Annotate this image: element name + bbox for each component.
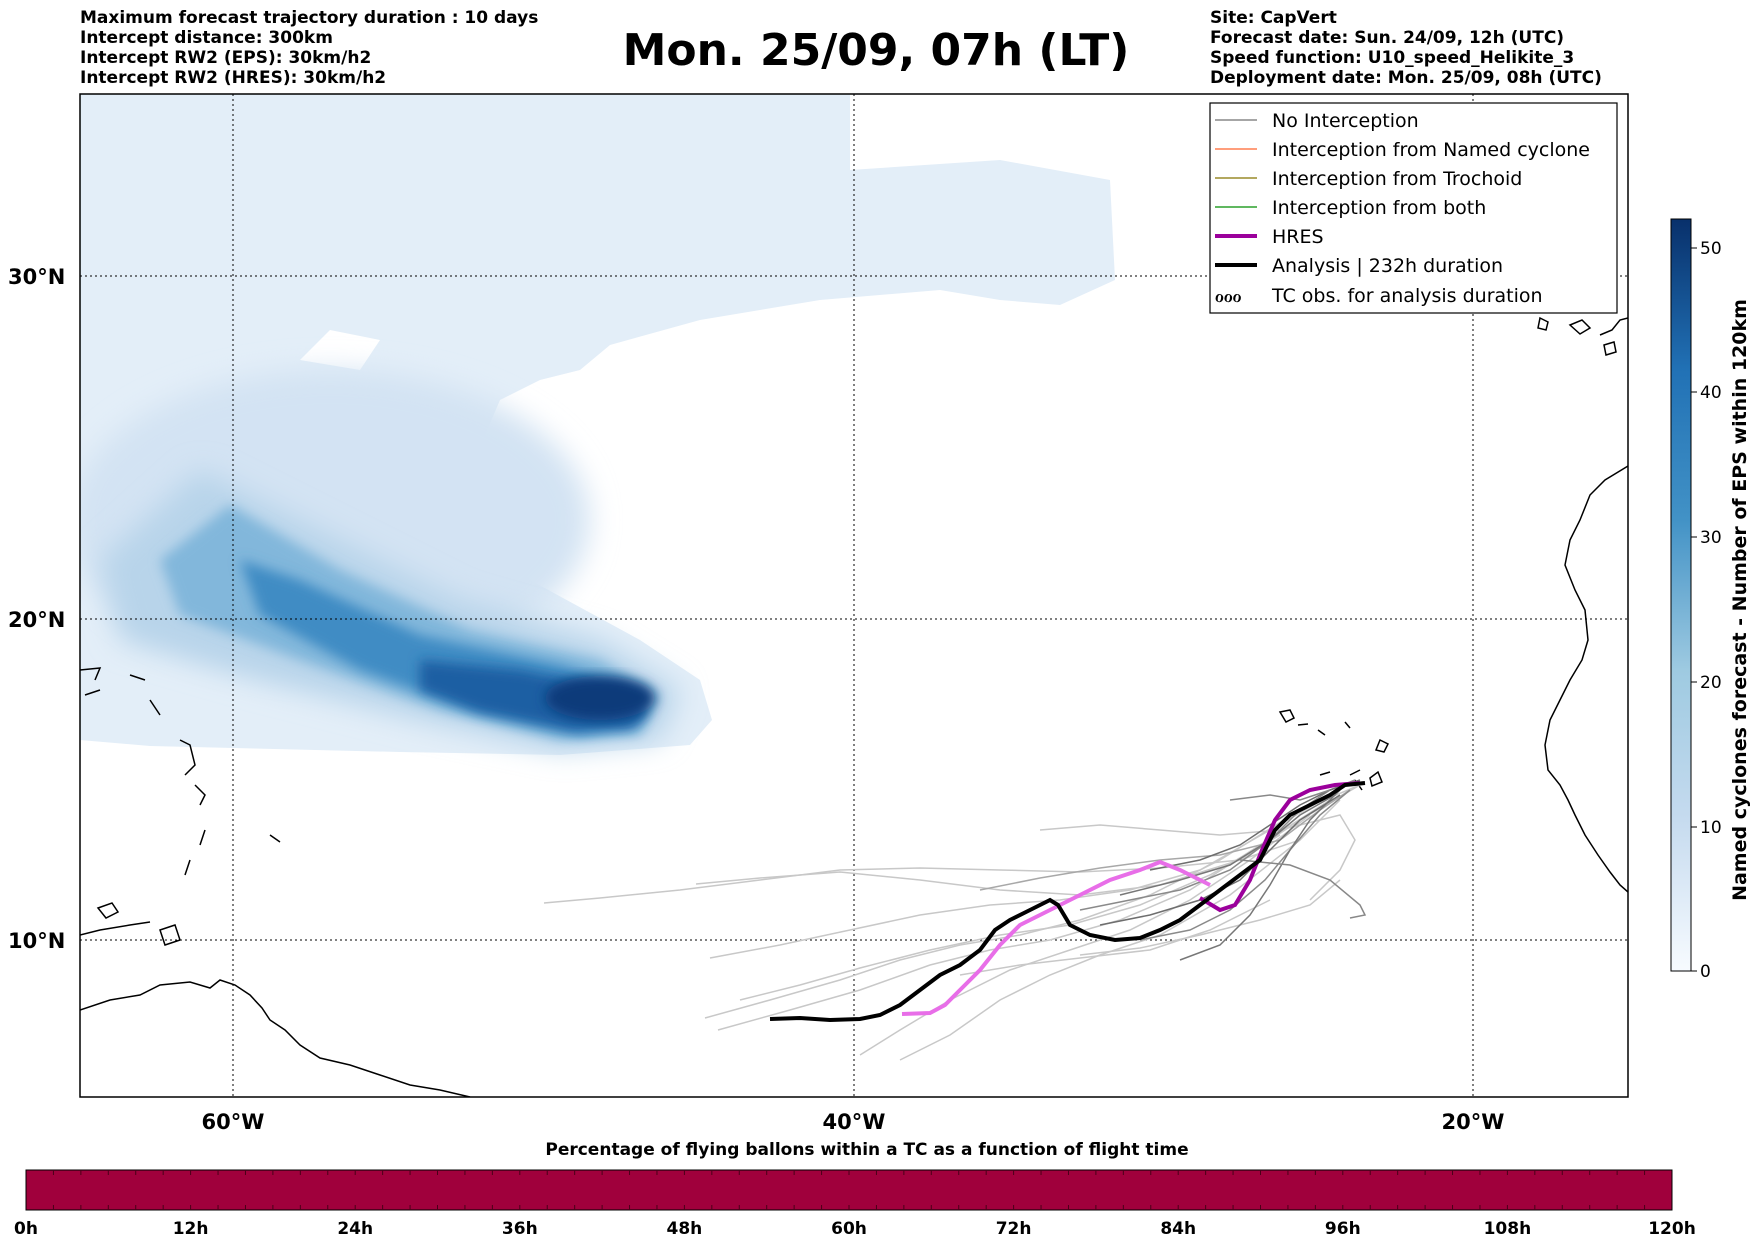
lon-label-40w: 40°W <box>823 1110 886 1134</box>
legend-label: Interception from Named cyclone <box>1272 139 1590 161</box>
deployment-date: Deployment date: Mon. 25/09, 08h (UTC) <box>1210 68 1602 88</box>
param-intercept-eps: Intercept RW2 (EPS): 30km/h2 <box>80 48 372 68</box>
flight-time-bar-title: Percentage of flying ballons within a TC… <box>545 1140 1188 1160</box>
forecast-date: Forecast date: Sun. 24/09, 12h (UTC) <box>1210 28 1565 48</box>
coast-africa <box>1544 465 1628 893</box>
map-content <box>80 94 1628 1097</box>
map-frame <box>79 93 1629 1098</box>
legend-label: TC obs. for analysis duration <box>1271 285 1543 307</box>
coast-canary-islands <box>1537 316 1628 356</box>
lat-label-20n: 20°N <box>8 608 65 632</box>
legend-item-tc-obs: ℴℴℴ TC obs. for analysis duration <box>1215 285 1543 307</box>
colorbar-tick-label: 40 <box>1700 383 1722 403</box>
legend-label: Interception from both <box>1272 197 1486 219</box>
flight-time-tick-label: 96h <box>1325 1219 1361 1239</box>
map-title: Mon. 25/09, 07h (LT) <box>622 25 1130 76</box>
param-intercept-distance: Intercept distance: 300km <box>80 28 333 48</box>
analysis-trajectory <box>769 781 1366 1023</box>
flight-time-bar: Percentage of flying ballons within a TC… <box>14 1140 1696 1239</box>
lon-label-20w: 20°W <box>1442 1110 1505 1134</box>
flight-time-tick-label: 72h <box>996 1219 1032 1239</box>
legend-label: Analysis | 232h duration <box>1272 255 1503 277</box>
trajectory <box>1139 789 1351 941</box>
legend-item-hres: HRES <box>1215 226 1324 248</box>
colorbar-ticks <box>1691 247 1697 972</box>
lon-label-60w: 60°W <box>202 1110 265 1134</box>
flight-time-tick-label: 0h <box>14 1219 38 1239</box>
site-name: Site: CapVert <box>1210 8 1337 28</box>
flight-time-tick-label: 36h <box>502 1219 538 1239</box>
flight-time-tick-label: 12h <box>173 1219 209 1239</box>
density-outer-gap <box>300 330 380 370</box>
legend-label: No Interception <box>1272 110 1419 132</box>
speed-function: Speed function: U10_speed_Helikite_3 <box>1210 48 1575 68</box>
flight-time-tick-label: 84h <box>1160 1219 1196 1239</box>
map-legend: No Interception Interception from Named … <box>1209 102 1618 314</box>
hres-trajectory-end <box>1198 781 1361 913</box>
legend-item-trochoid: Interception from Trochoid <box>1215 168 1522 190</box>
param-max-duration: Maximum forecast trajectory duration : 1… <box>80 8 539 28</box>
coastlines <box>80 316 1628 1097</box>
legend-label: HRES <box>1272 226 1324 248</box>
lat-label-10n: 10°N <box>8 929 65 953</box>
flight-time-tick-label: 24h <box>337 1219 373 1239</box>
trajectory <box>1079 879 1341 956</box>
flight-time-bar-tick-labels: 0h 12h 24h 36h 48h 60h 72h 84h 96h 108h 120h <box>14 1219 1696 1239</box>
coast-trinidad <box>159 924 181 946</box>
colorbar-label: Named cyclones forecast - Number of EPS … <box>1729 299 1751 901</box>
trajectory <box>1099 794 1341 926</box>
trajectory <box>899 839 1301 1061</box>
colorbar-tick-label: 10 <box>1700 818 1722 838</box>
flight-time-tick-label: 108h <box>1484 1219 1532 1239</box>
flight-time-bar-minor-ticks <box>52 1170 1646 1210</box>
coast-small-island <box>96 902 120 919</box>
site-info: Site: CapVert Forecast date: Sun. 24/09,… <box>1210 8 1602 88</box>
colorbar-tick-label: 0 <box>1700 962 1711 982</box>
colorbar-gradient <box>1670 218 1692 972</box>
trajectory <box>979 789 1351 891</box>
trajectory <box>1119 794 1336 896</box>
legend-item-both: Interception from both <box>1215 197 1486 219</box>
legend-item-analysis: Analysis | 232h duration <box>1215 255 1503 277</box>
tc-obs-symbol-icon: ℴℴℴ <box>1215 285 1242 307</box>
trajectory <box>1229 789 1331 801</box>
legend-label: Interception from Trochoid <box>1272 168 1522 190</box>
forecast-parameters: Maximum forecast trajectory duration : 1… <box>80 8 538 88</box>
legend-item-named-cyclone: Interception from Named cyclone <box>1215 139 1590 161</box>
colorbar-tick-label: 30 <box>1700 528 1722 548</box>
trajectory <box>717 799 1331 1031</box>
coast-venezuela-north <box>80 921 151 936</box>
flight-time-bar-fill <box>25 1169 1673 1211</box>
legend-item-no-interception: No Interception <box>1215 110 1419 132</box>
coast-antilles-west <box>80 667 281 843</box>
trajectory <box>859 814 1311 1056</box>
trajectory <box>1239 859 1367 919</box>
flight-time-tick-label: 48h <box>667 1219 703 1239</box>
ensemble-trajectories <box>543 779 1367 1061</box>
flight-time-tick-label: 120h <box>1648 1219 1696 1239</box>
eps-density-field <box>80 94 1115 755</box>
coast-south-america <box>80 979 471 1097</box>
trajectory <box>704 784 1361 1019</box>
density-core <box>545 676 655 720</box>
legend-box <box>1209 102 1618 314</box>
trajectory <box>543 799 1341 904</box>
lat-label-30n: 30°N <box>8 265 65 289</box>
coast-lesser-antilles <box>179 739 206 876</box>
param-intercept-hres: Intercept RW2 (HRES): 30km/h2 <box>80 68 387 88</box>
trajectory <box>1179 789 1341 961</box>
colorbar-tick-label: 20 <box>1700 673 1722 693</box>
flight-time-tick-label: 60h <box>831 1219 867 1239</box>
colorbar-tick-label: 50 <box>1700 239 1722 259</box>
hres-trajectory <box>901 859 1211 1016</box>
trajectory <box>959 899 1271 976</box>
trajectory <box>739 834 1281 1001</box>
colorbar: 0 10 20 30 40 50 Named cyclones forecast… <box>1670 218 1751 982</box>
